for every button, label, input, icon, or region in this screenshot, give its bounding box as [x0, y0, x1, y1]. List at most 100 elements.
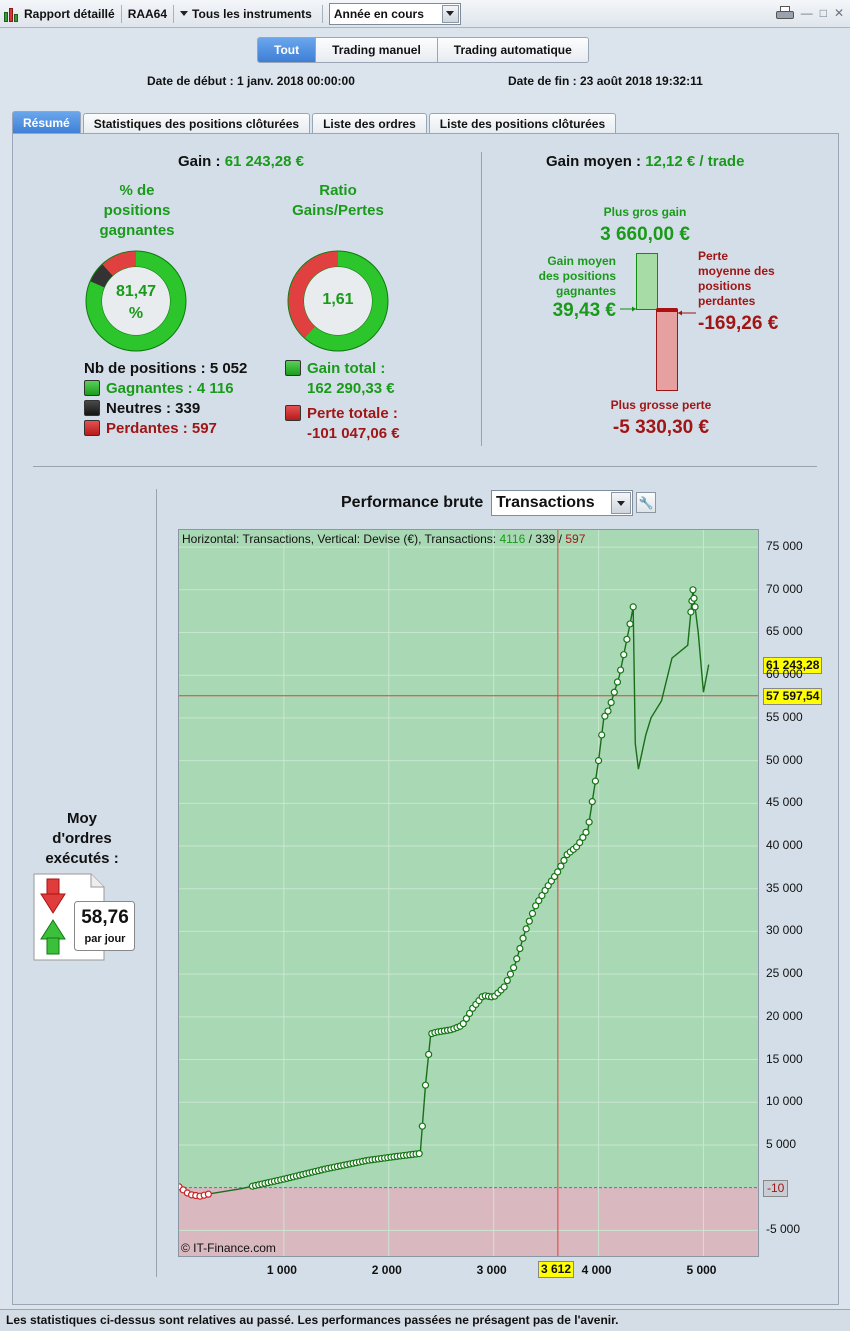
y-tick-label: 40 000 [766, 838, 803, 853]
gain-marker [554, 868, 562, 876]
x-tick-label: 5 000 [686, 1263, 717, 1277]
arrow-down-icon [40, 878, 66, 914]
black-square-icon [84, 400, 100, 416]
gain-marker [691, 603, 699, 611]
trading-type-selector: Tout Trading manuel Trading automatique [257, 37, 589, 63]
green-square-icon [84, 380, 100, 396]
chart-header: Horizontal: Transactions, Vertical: Devi… [182, 532, 586, 546]
chevron-down-icon[interactable] [611, 492, 631, 514]
y-tick-label: 25 000 [766, 966, 803, 981]
arrow-up-icon [40, 919, 66, 955]
loss-zone [179, 1187, 758, 1256]
gain-marker [620, 651, 628, 659]
positions-count: Nb de positions : 5 052 [84, 360, 248, 377]
avg-loss-label: Perte moyenne des positions perdantes [698, 249, 775, 308]
gain-marker [588, 798, 596, 806]
chart-copyright: © IT-Finance.com [181, 1241, 276, 1255]
tab-orders[interactable]: Liste des ordres [312, 113, 427, 134]
gain-marker [601, 712, 609, 720]
y-tick-label: 60 000 [766, 667, 803, 682]
gain-marker [687, 608, 695, 616]
gain-marker [626, 620, 634, 628]
avg-gain-label: Gain moyen : [546, 153, 642, 170]
total-gain-label: Gain total : [307, 360, 386, 377]
gain-marker [519, 934, 527, 942]
gain-marker [610, 688, 618, 696]
performance-chart[interactable] [178, 529, 759, 1257]
avg-gain-value: 12,12 € / trade [645, 153, 745, 170]
x-tick-label: 3 000 [476, 1263, 507, 1277]
gain-marker [541, 886, 549, 895]
title-bar: Rapport détaillé RAA64 Tous les instrume… [0, 0, 850, 28]
total-gain-value: 162 290,33 € [307, 380, 395, 397]
total-loss-value: -101 047,06 € [307, 425, 400, 442]
y-tick-label: 55 000 [766, 709, 803, 724]
avg-win-label: Gain moyen des positions gagnantes [538, 254, 616, 298]
gain-marker [415, 1150, 423, 1158]
win-pct-value: 81,47 % [115, 283, 157, 322]
segment-all[interactable]: Tout [258, 38, 317, 62]
neutrals-count: Neutres : 339 [106, 400, 201, 417]
tab-closed-stats[interactable]: Statistiques des positions clôturées [82, 113, 311, 134]
gain-value: 61 243,28 € [224, 153, 304, 170]
y-tick-label: 10 000 [766, 1094, 803, 1109]
x-tick-label: 2 000 [371, 1263, 402, 1277]
gain-marker [616, 666, 625, 674]
performance-mode-value: Transactions [496, 494, 595, 511]
maximize-icon[interactable]: □ [819, 6, 827, 20]
gain-marker [591, 777, 600, 785]
gain-marker [560, 856, 568, 864]
gain-marker [604, 707, 612, 715]
gain-line: Gain : 61 243,28 € [178, 153, 304, 170]
gain-marker [528, 909, 537, 918]
tab-summary[interactable]: Résumé [12, 111, 81, 134]
performance-mode-select[interactable]: Transactions [491, 490, 633, 516]
instruments-label: Tous les instruments [192, 6, 312, 21]
gain-marker [613, 678, 622, 686]
end-date: Date de fin : 23 août 2018 19:32:11 [508, 74, 703, 88]
ratio-value: 1,61 [322, 291, 354, 308]
biggest-gain-label: Plus gros gain [603, 205, 687, 219]
gain-marker [459, 1020, 467, 1028]
summary-divider [481, 152, 482, 446]
gain-marker [689, 586, 697, 594]
gain-loss-bars [620, 253, 696, 391]
y-tick-label: 35 000 [766, 880, 803, 895]
performance-title: Performance brute [341, 494, 484, 511]
y-tick-label: 75 000 [766, 539, 803, 554]
green-square-icon [285, 360, 301, 376]
gain-marker [462, 1014, 471, 1023]
total-loss: Perte totale : -101 047,06 € [285, 404, 400, 444]
close-icon[interactable]: ✕ [833, 6, 844, 20]
status-bar: Les statistiques ci-dessus sont relative… [0, 1309, 850, 1331]
segment-auto[interactable]: Trading automatique [437, 38, 588, 62]
tab-closed-list[interactable]: Liste des positions clôturées [428, 113, 617, 134]
x-tick-label: 4 000 [581, 1263, 612, 1277]
performance-chart-plot[interactable] [179, 530, 758, 1256]
gain-label: Gain : [178, 153, 221, 170]
window-title: Rapport détaillé [24, 6, 115, 21]
minimize-icon[interactable]: — [800, 6, 813, 20]
segment-manual[interactable]: Trading manuel [316, 38, 438, 62]
instruments-dropdown[interactable]: Tous les instruments [180, 7, 322, 21]
biggest-gain-value: 3 660,00 € [600, 224, 690, 245]
loss-marker [204, 1190, 212, 1198]
y-tick-label: 30 000 [766, 923, 803, 938]
wrench-icon[interactable]: 🔧 [636, 492, 656, 513]
printer-icon[interactable] [775, 6, 794, 20]
gain-marker [500, 983, 508, 991]
gain-marker [576, 839, 584, 847]
gain-marker [598, 731, 606, 739]
gain-marker [535, 897, 543, 905]
account-label[interactable]: RAA64 [127, 6, 168, 21]
chevron-down-icon[interactable] [441, 4, 459, 23]
gain-marker [594, 757, 603, 765]
orders-divider [156, 489, 157, 1277]
gain-marker [525, 917, 533, 925]
total-gain: Gain total : 162 290,33 € [285, 359, 395, 399]
gain-marker [503, 976, 511, 985]
period-select[interactable]: Année en cours [328, 2, 461, 25]
avg-loss-value: -169,26 € [698, 313, 779, 334]
orders-value: 58,76 [81, 907, 129, 928]
losers-count: Perdantes : 597 [106, 420, 217, 437]
